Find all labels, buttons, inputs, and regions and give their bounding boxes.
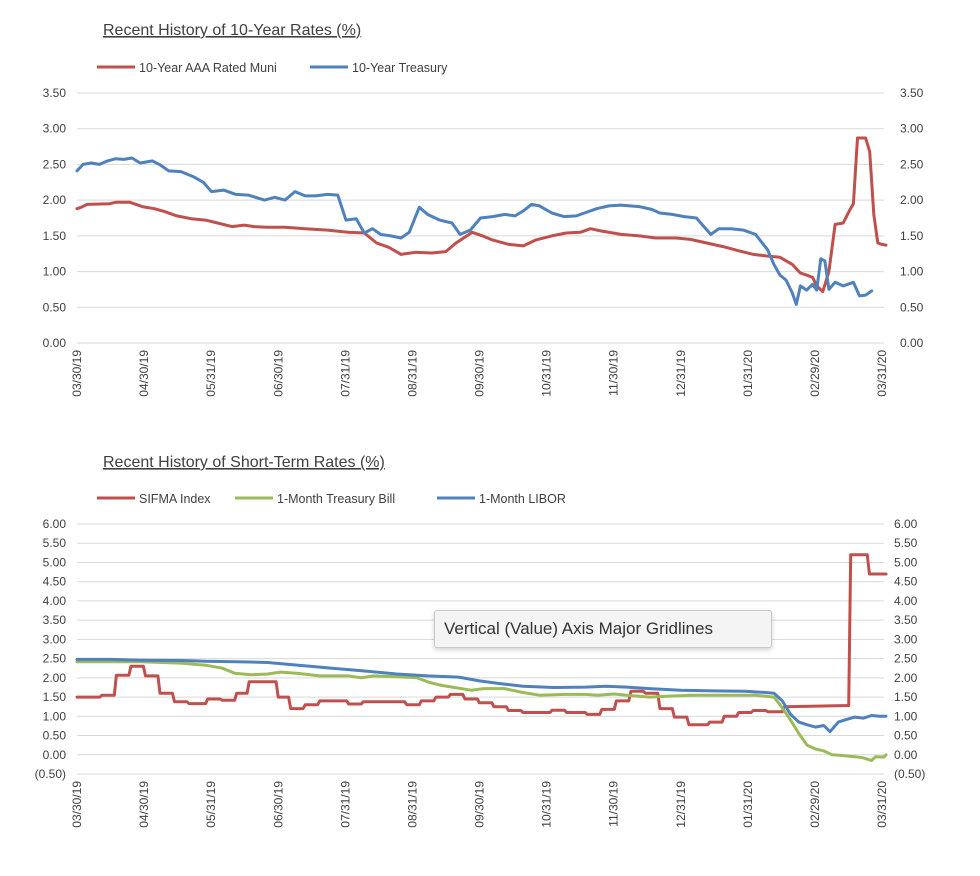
chart1-ytick-right: 2.50: [900, 157, 924, 171]
chart1-ytick-right: 1.50: [900, 229, 924, 243]
chart1-ytick-right: 3.00: [900, 122, 924, 136]
chart2-ytick-left: (0.50): [35, 767, 66, 781]
chart2-xtick: 05/31/19: [204, 781, 218, 828]
chart2-xtick: 10/31/19: [540, 781, 554, 828]
chart2-ytick-left: 4.50: [43, 575, 67, 589]
chart2-ytick-left: 4.00: [43, 594, 67, 608]
chart2-ytick-left: 2.50: [43, 652, 67, 666]
chart1-title: Recent History of 10-Year Rates (%): [103, 22, 361, 39]
chart2-xtick: 08/31/19: [405, 781, 419, 828]
chart1-xtick: 06/30/19: [271, 350, 285, 397]
chart2-ytick-right: 5.50: [894, 536, 918, 550]
chart2-ytick-right: 5.00: [894, 555, 918, 569]
chart1-xtick: 04/30/19: [137, 350, 151, 397]
chart2-ytick-left: 0.50: [43, 729, 67, 743]
chart1-legend-label-treasury: 10-Year Treasury: [352, 61, 448, 75]
chart2-ytick-left: 6.00: [43, 517, 67, 531]
chart2-title: Recent History of Short-Term Rates (%): [103, 454, 385, 471]
chart2-ytick-right: 3.00: [894, 632, 918, 646]
chart2-xtick: 02/29/20: [808, 781, 822, 828]
chart2-ytick-left: 0.00: [43, 748, 67, 762]
chart2-legend-label-tbill: 1-Month Treasury Bill: [277, 492, 395, 506]
chart2-xtick: 03/31/20: [875, 781, 889, 828]
chart2-ytick-right: 0.00: [894, 748, 918, 762]
chart1-ytick-left: 2.00: [43, 193, 67, 207]
chart2-ytick-right: 2.50: [894, 652, 918, 666]
chart1-ytick-right: 0.00: [900, 336, 924, 350]
chart1-xtick: 02/29/20: [808, 350, 822, 397]
chart2-ytick-right: 4.50: [894, 575, 918, 589]
chart1-xtick: 01/31/20: [741, 350, 755, 397]
chart1-plot-area: 3.50 3.50 3.00 3.00 2.50 2.50 2.00 2.00 1.50 1.50…: [43, 86, 924, 397]
chart2-plot-area: 6.00 6.00 5.50 5.50 5.00 5.00 4.50 4.50 4.00 4.00…: [35, 517, 926, 828]
chart2-ytick-right: 4.00: [894, 594, 918, 608]
chart1-ytick-right: 1.00: [900, 265, 924, 279]
chart2-ytick-left: 3.50: [43, 613, 67, 627]
chart1-ytick-left: 1.00: [43, 265, 67, 279]
chart1-ytick-left: 2.50: [43, 157, 67, 171]
chart1-ytick-left: 3.50: [43, 86, 67, 100]
chart2-xtick: 11/30/19: [607, 781, 621, 827]
chart2-ytick-left: 5.00: [43, 555, 67, 569]
chart2-xtick: 07/31/19: [338, 781, 352, 828]
chart2-series-line-1: [75, 553, 888, 727]
chart1-series-line-2: [75, 156, 874, 306]
chart1-ytick-left: 3.00: [43, 122, 67, 136]
chart1-xtick: 11/30/19: [607, 350, 621, 396]
chart2-legend-label-libor: 1-Month LIBOR: [479, 492, 566, 506]
chart1-xtick: 09/30/19: [473, 350, 487, 397]
chart1-xtick: 05/31/19: [204, 350, 218, 397]
chart2-xtick: 04/30/19: [137, 781, 151, 828]
chart1-ytick-right: 2.00: [900, 193, 924, 207]
chart1-xtick: 07/31/19: [338, 350, 352, 397]
chart2-xtick: 03/30/19: [70, 781, 84, 828]
chart2-ytick-left: 5.50: [43, 536, 67, 550]
gridlines-tooltip: Vertical (Value) Axis Major Gridlines: [434, 610, 772, 648]
chart2-ytick-left: 3.00: [43, 632, 67, 646]
chart2-series-line-2: [75, 660, 888, 762]
chart2-xtick: 09/30/19: [473, 781, 487, 828]
chart2-series-line-3: [75, 657, 888, 734]
chart2-ytick-right: 1.00: [894, 709, 918, 723]
chart1-xtick: 08/31/19: [405, 350, 419, 397]
chart1-xtick: 03/31/20: [875, 350, 889, 397]
chart2-ytick-right: 1.50: [894, 690, 918, 704]
chart2-ytick-left: 1.50: [43, 690, 67, 704]
chart2-xtick: 06/30/19: [271, 781, 285, 828]
chart2-ytick-right: 6.00: [894, 517, 918, 531]
chart2-ytick-left: 1.00: [43, 709, 67, 723]
chart2-ytick-right: 0.50: [894, 729, 918, 743]
chart2-xtick: 01/31/20: [741, 781, 755, 828]
chart1-series-line-1: [75, 136, 888, 294]
chart2-ytick-right: (0.50): [894, 767, 925, 781]
chart2-ytick-right: 3.50: [894, 613, 918, 627]
chart1-ytick-left: 0.50: [43, 300, 67, 314]
chart2-xtick: 12/31/19: [674, 781, 688, 828]
chart2-ytick-left: 2.00: [43, 671, 67, 685]
chart1-legend-label-muni: 10-Year AAA Rated Muni: [139, 61, 277, 75]
chart1-ytick-left: 1.50: [43, 229, 67, 243]
chart1-ytick-right: 3.50: [900, 86, 924, 100]
chart1-ytick-left: 0.00: [43, 336, 67, 350]
chart1-xtick: 10/31/19: [540, 350, 554, 397]
chart2-legend-label-sifma: SIFMA Index: [139, 492, 211, 506]
chart1-xtick: 12/31/19: [674, 350, 688, 397]
chart1-xtick: 03/30/19: [70, 350, 84, 397]
chart2-ytick-right: 2.00: [894, 671, 918, 685]
chart1-ytick-right: 0.50: [900, 300, 924, 314]
